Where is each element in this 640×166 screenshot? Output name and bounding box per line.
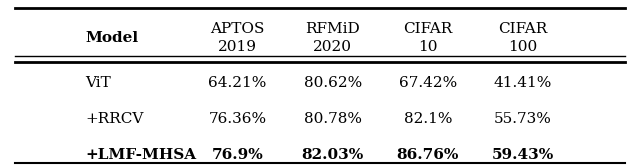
- Text: +RRCV: +RRCV: [85, 112, 143, 126]
- Text: 86.76%: 86.76%: [397, 148, 459, 162]
- Text: CIFAR
100: CIFAR 100: [499, 22, 548, 54]
- Text: RFMiD
2020: RFMiD 2020: [305, 22, 360, 54]
- Text: CIFAR
10: CIFAR 10: [403, 22, 452, 54]
- Text: 76.36%: 76.36%: [209, 112, 267, 126]
- Text: APTOS
2019: APTOS 2019: [211, 22, 265, 54]
- Text: +LMF-MHSA: +LMF-MHSA: [85, 148, 196, 162]
- Text: 82.03%: 82.03%: [301, 148, 364, 162]
- Text: 80.62%: 80.62%: [303, 76, 362, 90]
- Text: 76.9%: 76.9%: [212, 148, 264, 162]
- Text: 64.21%: 64.21%: [209, 76, 267, 90]
- Text: 41.41%: 41.41%: [494, 76, 552, 90]
- Text: 59.43%: 59.43%: [492, 148, 554, 162]
- Text: Model: Model: [85, 31, 138, 45]
- Text: 82.1%: 82.1%: [404, 112, 452, 126]
- Text: 67.42%: 67.42%: [399, 76, 457, 90]
- Text: ViT: ViT: [85, 76, 111, 90]
- Text: 55.73%: 55.73%: [494, 112, 552, 126]
- Text: 80.78%: 80.78%: [304, 112, 362, 126]
